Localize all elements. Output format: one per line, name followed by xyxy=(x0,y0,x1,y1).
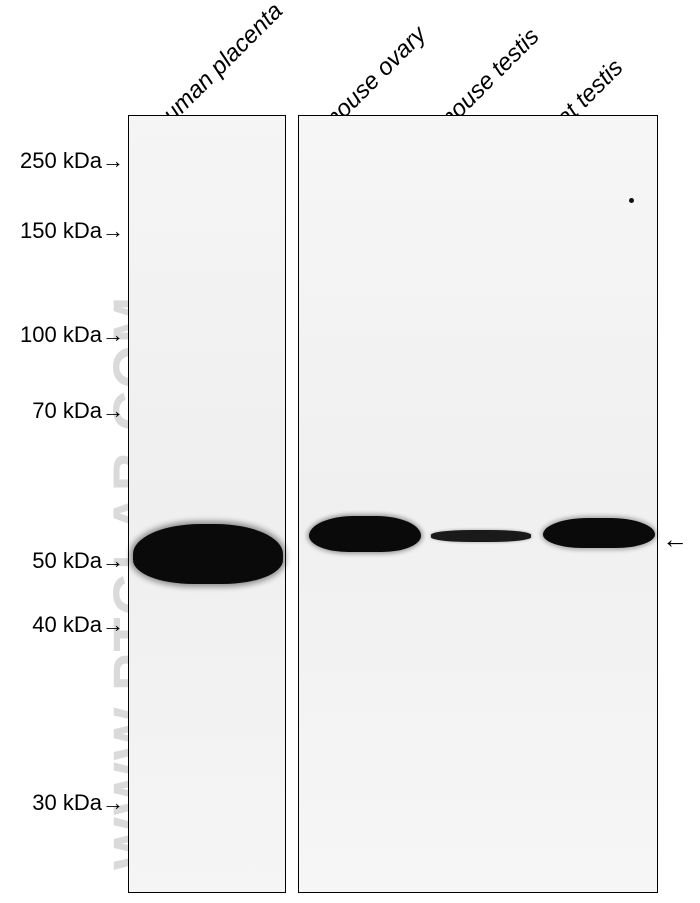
marker-250: 250 kDa→ xyxy=(20,148,124,174)
blot-panel-2 xyxy=(298,115,658,893)
target-arrow-icon: ← xyxy=(662,524,688,555)
band-human-placenta xyxy=(133,524,283,584)
speck xyxy=(629,198,634,203)
marker-40: 40 kDa→ xyxy=(32,612,124,638)
marker-100: 100 kDa→ xyxy=(20,322,124,348)
blot-figure: WWW.PTGLAB.COM human placenta mouse ovar… xyxy=(0,0,700,903)
marker-30: 30 kDa→ xyxy=(32,790,124,816)
marker-70: 70 kDa→ xyxy=(32,398,124,424)
band-rat-testis xyxy=(543,518,655,548)
band-mouse-testis xyxy=(431,530,531,542)
marker-50: 50 kDa→ xyxy=(32,548,124,574)
marker-150: 150 kDa→ xyxy=(20,218,124,244)
blot-panel-1 xyxy=(128,115,286,893)
band-mouse-ovary xyxy=(309,516,421,552)
